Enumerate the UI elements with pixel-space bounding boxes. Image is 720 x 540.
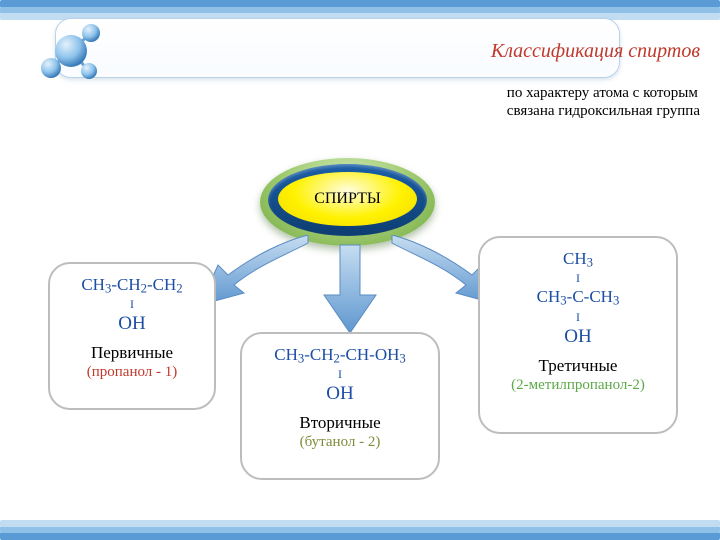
bond: I: [488, 310, 668, 325]
bond: I: [250, 367, 430, 382]
oh-group: ОН: [250, 382, 430, 406]
formula: СН3: [488, 248, 668, 271]
category-label: Вторичные: [250, 412, 430, 433]
decor-bar: [0, 526, 720, 533]
badge-label: СПИРТЫ: [278, 172, 417, 226]
box-secondary: СН3-СН2-СН-ОН3 I ОН Вторичные (бутанол -…: [240, 332, 440, 480]
decor-bar: [0, 532, 720, 540]
formula: СН3-СН2-СН2: [58, 274, 206, 297]
arrow-center: [324, 245, 376, 333]
box-tertiary: СН3 I СН3-С-СН3 I ОН Третичные (2-метилп…: [478, 236, 678, 434]
example-label: (пропанол - 1): [58, 363, 206, 382]
example-label: (2-метилпропанол-2): [488, 376, 668, 395]
molecule-icon: [31, 13, 111, 93]
box-primary: СН3-СН2-СН2 I ОН Первичные (пропанол - 1…: [48, 262, 216, 410]
subtitle-line: по характеру атома с которым: [507, 85, 698, 101]
central-badge: СПИРТЫ: [260, 158, 435, 246]
formula: СН3-С-СН3: [488, 286, 668, 309]
subtitle-line: связана гидроксильная группа: [507, 103, 700, 119]
bond: I: [58, 297, 206, 312]
page-title: Классификация спиртов: [491, 40, 700, 63]
example-label: (бутанол - 2): [250, 433, 430, 452]
bottom-decor: [0, 518, 720, 540]
category-label: Первичные: [58, 342, 206, 363]
oh-group: ОН: [58, 312, 206, 336]
page-subtitle: по характеру атома с которым связана гид…: [507, 84, 700, 120]
formula: СН3-СН2-СН-ОН3: [250, 344, 430, 367]
bond: I: [488, 271, 668, 286]
oh-group: ОН: [488, 325, 668, 349]
arrow-left: [200, 235, 308, 305]
decor-bar: [0, 520, 720, 527]
category-label: Третичные: [488, 355, 668, 376]
arrows: [200, 235, 500, 335]
